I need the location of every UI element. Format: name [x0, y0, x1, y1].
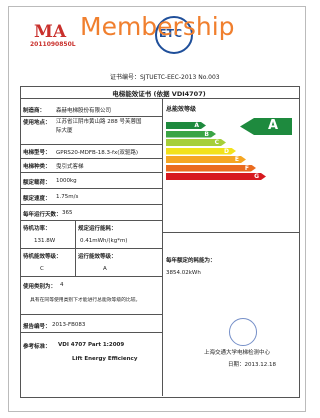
rating-bar: E	[166, 156, 246, 163]
annual-energy-label: 每年额定的耗能为：	[166, 256, 216, 264]
rating-bar: D	[166, 148, 236, 155]
rule	[20, 220, 162, 221]
rule	[20, 144, 162, 145]
field-label: 待机能效等级：	[23, 252, 62, 260]
rating-bar: G	[166, 173, 266, 180]
field-label: 额定载荷：	[23, 178, 51, 186]
rule	[20, 116, 162, 117]
field-value: 0.41mWh/(kg*m)	[80, 238, 127, 244]
field-label: 规定运行能耗：	[78, 224, 117, 232]
rating-bar: F	[166, 165, 256, 172]
field-label: 使用类别为：	[23, 282, 56, 290]
rule	[20, 276, 162, 277]
field-value: Lift Energy Efficiency	[72, 356, 137, 362]
field-label: 参考标准：	[23, 342, 51, 350]
field-label: 使用地点：	[23, 118, 51, 126]
note: 具有在同等使用类别下才能进行总能效等级的比较。	[30, 296, 140, 303]
certificate-title: 电梯能效证书 (依据 VDI4707)	[20, 88, 298, 98]
certificate-number: 证书编号：SJTUETC-EEC-2013 No.003	[110, 72, 220, 81]
field-label: 电梯种类：	[23, 162, 51, 170]
field-label: 报告编号：	[23, 322, 51, 330]
rule	[162, 98, 163, 396]
annual-energy-value: 3854.02kWh	[166, 270, 201, 276]
rating-letter: A	[268, 118, 278, 133]
field-value: VDI 4707 Part 1:2009	[58, 342, 124, 348]
field-value: 131.8W	[34, 238, 55, 244]
field-label: 制造商：	[23, 106, 45, 114]
logo: MA	[34, 22, 66, 42]
rule	[20, 158, 162, 159]
field-value: 曳引式客梯	[56, 162, 84, 170]
rule	[20, 188, 162, 189]
field-value: 365	[62, 210, 73, 216]
overlay-text: Membership	[80, 12, 235, 41]
field-value: GPRS20-MDFB-18.3-fx(双驱路)	[56, 148, 138, 156]
stamp	[229, 318, 257, 346]
field-label: 电梯型号：	[23, 148, 51, 156]
field-label: 待机功率：	[23, 224, 51, 232]
field-value: 1.75m/s	[56, 194, 78, 200]
rule	[162, 232, 299, 233]
logo-code: 2011090850L	[30, 41, 76, 48]
rule	[20, 248, 162, 249]
rule	[75, 220, 76, 276]
field-value: C	[40, 266, 44, 272]
field-value: 4	[60, 282, 64, 288]
rating-bar: B	[166, 131, 216, 138]
overall-label: 总能效等级	[166, 104, 196, 113]
rule	[20, 98, 299, 99]
field-label: 每年运行天数：	[23, 210, 62, 218]
rating-bar: A	[166, 122, 206, 129]
field-value: A	[103, 266, 107, 272]
rule	[20, 314, 162, 315]
field-label: 运行能效等级：	[78, 252, 117, 260]
rating-bar: C	[166, 139, 226, 146]
field-value: 江苏省江阴市黄山路 288 号芙蓉国际大厦	[56, 118, 146, 136]
issuer: 上海交通大学电梯检测中心	[204, 348, 270, 356]
rule	[20, 332, 162, 333]
field-label: 额定速度：	[23, 194, 51, 202]
page: MA 2011090850L ETC Membership 证书编号：SJTUE…	[0, 0, 315, 418]
rule	[20, 172, 162, 173]
date: 日期：2013.12.18	[228, 360, 276, 368]
field-value: 2013-FB083	[52, 322, 85, 328]
rule	[20, 204, 162, 205]
field-value: 1000kg	[56, 178, 77, 184]
field-value: 森赫电梯股份有限公司	[56, 106, 111, 114]
